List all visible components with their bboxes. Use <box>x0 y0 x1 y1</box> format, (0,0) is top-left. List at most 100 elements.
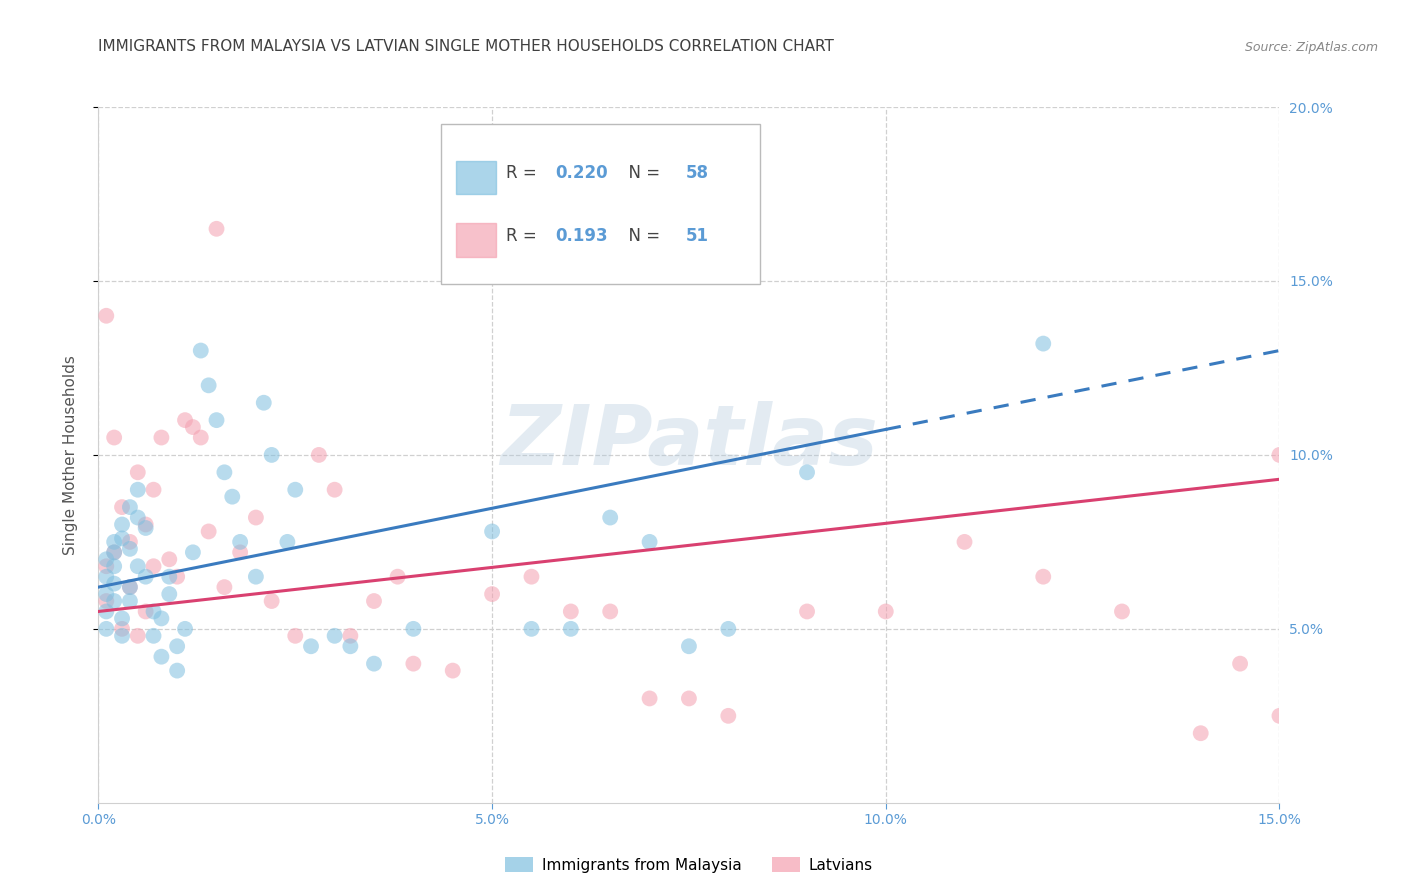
Point <box>118 580 141 594</box>
Point <box>717 708 740 723</box>
Point <box>135 521 157 535</box>
Text: 58: 58 <box>685 164 709 182</box>
Point <box>953 534 976 549</box>
Point <box>150 649 173 664</box>
Point <box>284 629 307 643</box>
Point <box>118 500 141 514</box>
Point <box>96 622 118 636</box>
Point <box>127 466 149 480</box>
Text: R =: R = <box>506 227 541 244</box>
Point <box>166 570 188 584</box>
Text: N =: N = <box>619 164 665 182</box>
Point <box>142 483 165 497</box>
Point <box>520 570 543 584</box>
Point <box>205 221 228 235</box>
Point <box>142 629 165 643</box>
Point <box>1111 605 1133 619</box>
Point <box>190 430 212 444</box>
Point <box>481 524 503 539</box>
Point <box>127 483 149 497</box>
Point <box>111 611 134 625</box>
Point <box>245 510 267 524</box>
Point <box>118 541 141 556</box>
Point <box>142 605 165 619</box>
Point <box>150 611 173 625</box>
Point <box>103 545 125 559</box>
Point <box>260 594 283 608</box>
Point <box>678 639 700 653</box>
Point <box>678 691 700 706</box>
Point <box>127 629 149 643</box>
Point <box>103 545 125 559</box>
Point <box>142 559 165 574</box>
Point <box>339 639 361 653</box>
FancyBboxPatch shape <box>457 161 496 194</box>
Point <box>157 552 180 566</box>
Point <box>103 594 125 608</box>
Point <box>214 466 236 480</box>
Point <box>308 448 330 462</box>
Point <box>205 413 228 427</box>
Point <box>190 343 212 358</box>
Point <box>245 570 267 584</box>
Point <box>638 691 661 706</box>
FancyBboxPatch shape <box>457 223 496 257</box>
Point <box>599 510 621 524</box>
Point <box>717 622 740 636</box>
Point <box>363 594 385 608</box>
Point <box>323 629 346 643</box>
Point <box>103 576 125 591</box>
Point <box>599 605 621 619</box>
Point <box>229 534 252 549</box>
Point <box>96 594 118 608</box>
Point <box>166 639 188 653</box>
Text: R =: R = <box>506 164 541 182</box>
Point <box>402 622 425 636</box>
Text: N =: N = <box>619 227 665 244</box>
Text: ZIPatlas: ZIPatlas <box>501 401 877 482</box>
Point <box>796 605 818 619</box>
Legend: Immigrants from Malaysia, Latvians: Immigrants from Malaysia, Latvians <box>499 850 879 879</box>
Point <box>284 483 307 497</box>
Text: Source: ZipAtlas.com: Source: ZipAtlas.com <box>1244 40 1378 54</box>
Point <box>323 483 346 497</box>
Point <box>560 605 582 619</box>
FancyBboxPatch shape <box>441 124 759 285</box>
Point <box>135 570 157 584</box>
Point <box>387 570 409 584</box>
Point <box>135 517 157 532</box>
Point <box>402 657 425 671</box>
Point <box>181 545 204 559</box>
Point <box>253 395 276 409</box>
Point <box>103 430 125 444</box>
Point <box>118 534 141 549</box>
Point <box>363 657 385 671</box>
Point <box>103 534 125 549</box>
Point <box>166 664 188 678</box>
Point <box>1032 570 1054 584</box>
Point <box>796 466 818 480</box>
Point <box>111 629 134 643</box>
Point <box>181 420 204 434</box>
Point <box>221 490 243 504</box>
Point <box>127 559 149 574</box>
Point <box>111 532 134 546</box>
Point <box>174 622 197 636</box>
Point <box>229 545 252 559</box>
Point <box>276 534 298 549</box>
Point <box>299 639 322 653</box>
Point <box>118 594 141 608</box>
Point <box>481 587 503 601</box>
Point <box>1189 726 1212 740</box>
Text: 0.220: 0.220 <box>555 164 609 182</box>
Point <box>1268 708 1291 723</box>
Point <box>96 587 118 601</box>
Point <box>111 500 134 514</box>
Point <box>1229 657 1251 671</box>
Point <box>96 570 118 584</box>
Point <box>520 622 543 636</box>
Text: 0.193: 0.193 <box>555 227 609 244</box>
Point <box>157 587 180 601</box>
Point <box>214 580 236 594</box>
Point <box>127 510 149 524</box>
